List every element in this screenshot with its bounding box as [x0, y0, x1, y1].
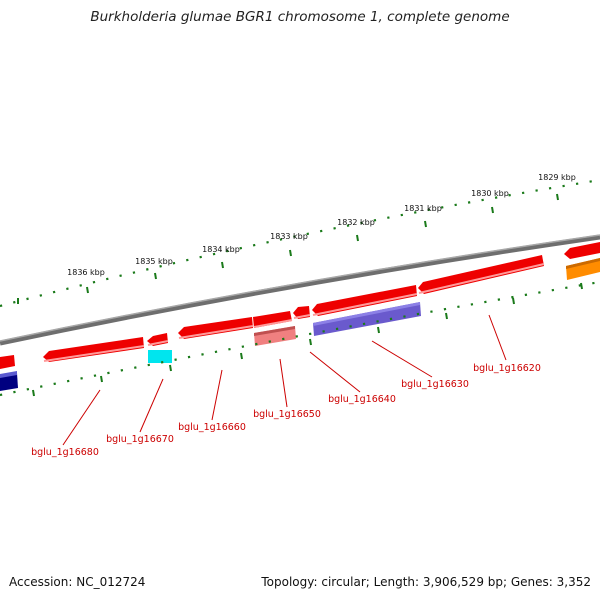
reverse-strand-genes — [0, 258, 600, 391]
major-tick — [221, 261, 224, 269]
kbp-label: 1835 kbp — [135, 257, 173, 266]
gene-feature[interactable] — [178, 317, 253, 339]
gene-leader-lines — [62, 314, 507, 446]
forward-strand-genes — [0, 242, 600, 369]
gene-label[interactable]: bglu_1g16620 — [473, 363, 541, 374]
major-tick — [356, 234, 359, 242]
major-tick — [424, 220, 427, 228]
orange-gene-feature[interactable] — [566, 258, 600, 280]
pseudogene-feature[interactable] — [254, 326, 296, 346]
kbp-label: 1833 kbp — [270, 232, 308, 241]
accession-text: Accession: NC_012724 — [9, 575, 146, 589]
major-tick — [86, 286, 89, 294]
gene-labels: bglu_1g16620 bglu_1g16630 bglu_1g16640 b… — [31, 363, 541, 458]
gene-label[interactable]: bglu_1g16660 — [178, 422, 246, 433]
topology-text: Topology: circular; Length: 3,906,529 bp… — [261, 575, 591, 589]
gene-label[interactable]: bglu_1g16630 — [401, 379, 469, 390]
gene-feature[interactable] — [0, 355, 15, 369]
gene-label[interactable]: bglu_1g16680 — [31, 447, 99, 458]
kbp-label: 1832 kbp — [337, 218, 375, 227]
kbp-label: 1836 kbp — [67, 268, 105, 277]
chromosome-backbone — [0, 234, 600, 346]
gene-feature[interactable] — [564, 242, 600, 259]
major-tick — [154, 272, 157, 280]
outer-tick-ring — [0, 178, 600, 308]
gene-feature[interactable] — [253, 311, 292, 328]
navy-gene-feature[interactable] — [0, 373, 18, 391]
kbp-label: 1829 kbp — [538, 173, 576, 182]
kbp-label: 1830 kbp — [471, 189, 509, 198]
gene-label[interactable]: bglu_1g16640 — [328, 394, 396, 405]
inner-tick-ring — [0, 280, 600, 397]
map-title: Burkholderia glumae BGR1 chromosome 1, c… — [90, 9, 510, 25]
gene-label[interactable]: bglu_1g16670 — [106, 434, 174, 445]
cyan-gene-feature[interactable] — [148, 350, 172, 363]
major-tick — [556, 193, 559, 201]
gene-label[interactable]: bglu_1g16650 — [253, 409, 321, 420]
major-tick — [491, 206, 494, 214]
gene-feature[interactable] — [43, 337, 144, 362]
gene-feature[interactable] — [418, 255, 544, 294]
kbp-tick-labels: 1829 kbp 1830 kbp 1831 kbp 1832 kbp 1833… — [67, 173, 576, 277]
kbp-label: 1834 kbp — [202, 245, 240, 254]
blue-gene-feature[interactable] — [313, 302, 421, 336]
gene-feature[interactable] — [312, 285, 417, 316]
major-tick — [289, 249, 292, 257]
kbp-label: 1831 kbp — [404, 204, 442, 213]
